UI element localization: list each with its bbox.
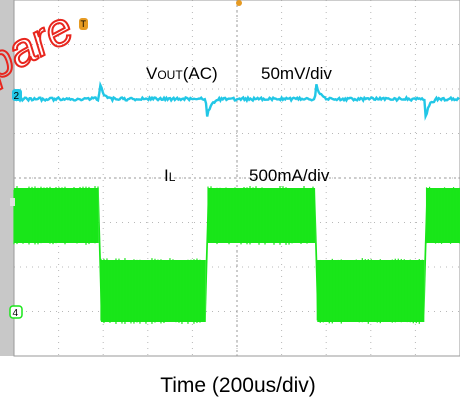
trigger-position-dot [236,0,242,6]
il-scale-label: 500mA/div [249,166,330,185]
vout-scale-label: 50mV/div [261,64,332,83]
il-high-band [427,188,460,243]
il-low-band [101,260,206,322]
svg-text:T: T [81,19,87,29]
channel-4-marker: 4 [10,306,22,319]
vout-label: VOUT(AC) [146,64,218,83]
x-axis-label: Time (200us/div) [160,374,316,397]
channel-2-marker: 2 [12,89,22,102]
trigger-marker: T [79,18,88,30]
svg-text:2: 2 [14,91,20,102]
svg-text:4: 4 [13,308,19,319]
channel-4-position-marker [10,198,15,206]
